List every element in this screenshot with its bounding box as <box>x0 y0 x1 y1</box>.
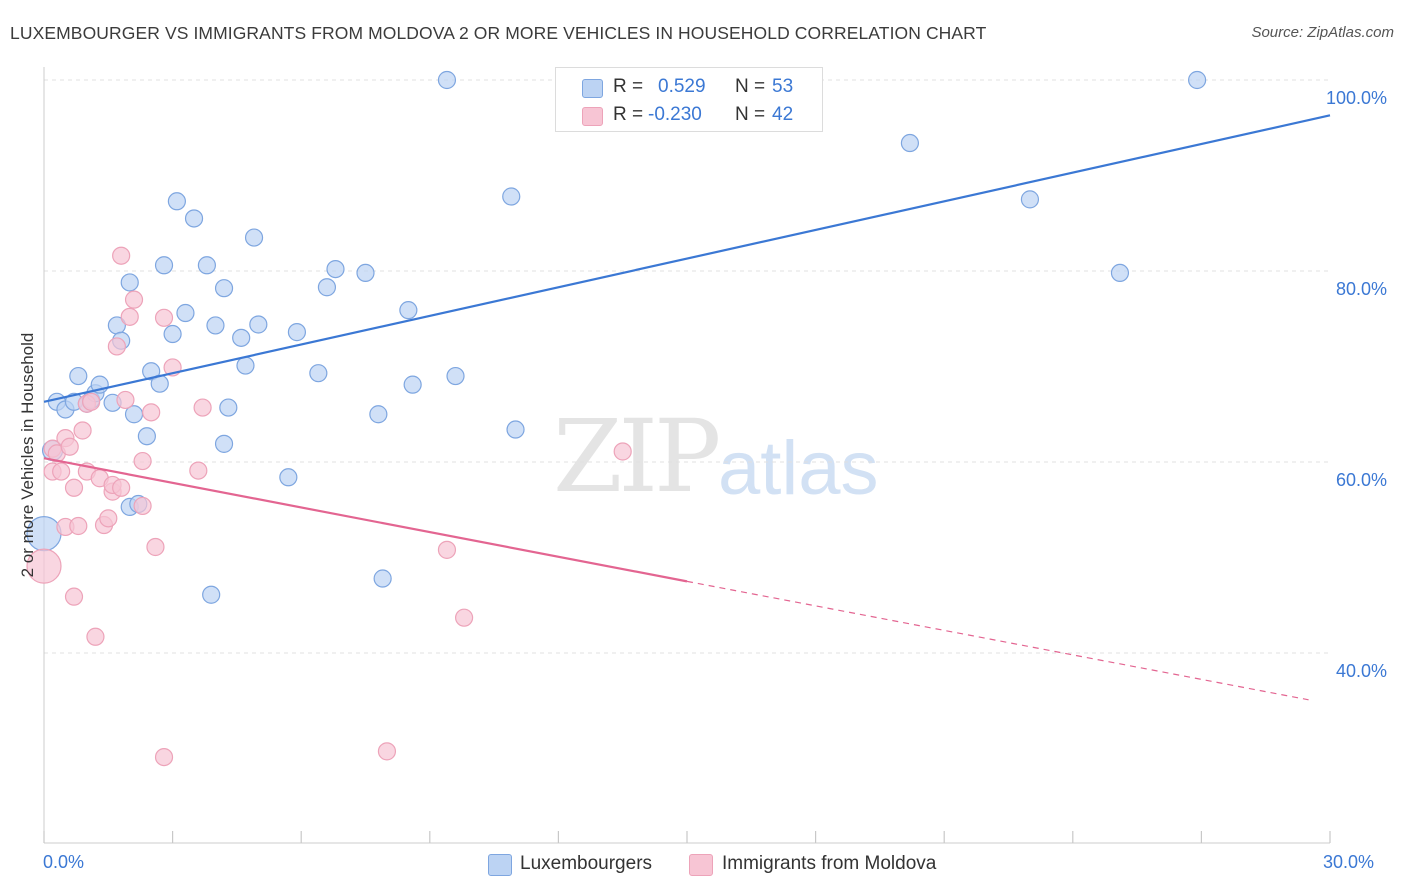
moldova-point <box>133 496 152 516</box>
luxembourger-point <box>369 405 388 424</box>
moldova-point <box>154 308 174 327</box>
moldova-point <box>86 627 105 646</box>
luxembourger-point <box>202 585 221 604</box>
luxembourger-point <box>309 364 328 383</box>
luxembourger-point <box>356 263 375 283</box>
luxembourger-point <box>197 256 216 275</box>
r-value: -0.230 <box>648 104 702 125</box>
moldova-point <box>377 742 397 761</box>
moldova-point <box>60 437 79 456</box>
luxembourger-point <box>279 468 298 487</box>
luxembourger-point <box>506 420 525 439</box>
moldova-trendline-extension <box>686 580 1309 701</box>
moldova-point <box>26 548 62 584</box>
moldova-point <box>64 587 84 606</box>
luxembourger-point <box>236 356 255 375</box>
moldova-point <box>146 537 165 557</box>
y-tick-label: 100.0% <box>1326 88 1388 108</box>
n-value: 53 <box>772 76 794 97</box>
moldova-point <box>454 608 474 627</box>
luxembourger-point <box>317 278 337 297</box>
legend-label: Luxembourgers <box>520 853 653 874</box>
legend-row-luxembourgers: R = 0.529 N = 53 <box>556 73 822 101</box>
moldova-point <box>99 509 118 528</box>
x-tick-label: 0.0% <box>43 852 85 872</box>
luxembourger-point <box>249 315 268 334</box>
luxembourger-point <box>403 375 422 394</box>
luxembourger-point <box>1110 263 1130 283</box>
luxembourger-point <box>206 316 225 335</box>
r-label: R = <box>613 76 644 97</box>
moldova-point <box>116 390 135 410</box>
luxembourger-point <box>437 70 457 90</box>
n-label: N = <box>735 104 766 125</box>
luxembourger-point <box>120 273 139 292</box>
luxembourger-point <box>137 427 156 446</box>
luxembourger-point <box>167 192 186 211</box>
y-tick-label: 80.0% <box>1336 279 1388 299</box>
moldova-point <box>154 747 174 767</box>
moldova-point <box>107 337 126 356</box>
moldova-point <box>437 540 457 559</box>
moldova-point <box>52 462 71 481</box>
luxembourger-point <box>176 303 195 323</box>
luxembourger-point <box>373 569 392 588</box>
blue-swatch <box>488 854 512 876</box>
source-label: Source: ZipAtlas.com <box>1251 24 1394 41</box>
luxembourger-point <box>1020 190 1040 209</box>
pink-swatch <box>582 107 603 126</box>
n-value: 42 <box>772 104 794 125</box>
moldova-point <box>193 398 212 417</box>
r-value: 0.529 <box>658 76 706 97</box>
moldova-point <box>133 451 152 471</box>
n-label: N = <box>735 76 766 97</box>
luxembourger-point <box>232 328 251 347</box>
luxembourger-point <box>154 256 174 275</box>
luxembourger-trendline <box>43 114 1331 403</box>
x-tick-label: 30.0% <box>1323 852 1375 872</box>
luxembourger-point <box>446 366 465 386</box>
luxembourger-point <box>900 133 920 153</box>
legend-row-moldova: R = -0.230 N = 42 <box>556 101 822 129</box>
luxembourger-point <box>219 398 238 417</box>
luxembourger-point <box>163 324 182 344</box>
luxembourger-point <box>214 279 234 298</box>
moldova-point <box>124 290 144 309</box>
luxembourger-point <box>1188 70 1207 90</box>
luxembourger-point <box>326 259 345 279</box>
moldova-point <box>142 403 161 422</box>
moldova-point <box>73 421 92 440</box>
moldova-point <box>189 461 208 480</box>
pink-swatch <box>689 854 713 876</box>
watermark-atlas: atlas <box>718 426 879 511</box>
luxembourger-point <box>287 323 307 342</box>
chart-title: LUXEMBOURGER VS IMMIGRANTS FROM MOLDOVA … <box>10 23 987 43</box>
luxembourger-point <box>184 209 204 228</box>
series-legend: Luxembourgers Immigrants from Moldova <box>0 852 1406 878</box>
luxembourger-point <box>399 301 418 320</box>
watermark-zip: ZIP <box>553 398 721 515</box>
blue-swatch <box>582 79 603 98</box>
luxembourger-point <box>502 187 521 206</box>
moldova-point <box>613 442 632 461</box>
moldova-point <box>112 246 131 265</box>
luxembourger-point <box>214 434 234 453</box>
r-label: R = <box>613 104 644 125</box>
luxembourger-point <box>69 366 88 386</box>
moldova-point <box>64 478 84 497</box>
moldova-point <box>120 307 139 326</box>
moldova-point <box>112 478 131 497</box>
moldova-trendline <box>43 457 688 583</box>
legend-label: Immigrants from Moldova <box>722 853 937 874</box>
y-tick-label: 40.0% <box>1336 661 1388 681</box>
stats-legend: R = 0.529 N = 53 R = -0.230 N = 42 <box>555 67 823 132</box>
luxembourger-point <box>244 228 264 247</box>
luxembourger-point <box>142 362 161 381</box>
moldova-point <box>82 392 101 411</box>
y-axis-label: 2 or more Vehicles in Household <box>18 332 37 578</box>
y-tick-label: 60.0% <box>1336 470 1388 490</box>
moldova-point <box>69 516 88 536</box>
